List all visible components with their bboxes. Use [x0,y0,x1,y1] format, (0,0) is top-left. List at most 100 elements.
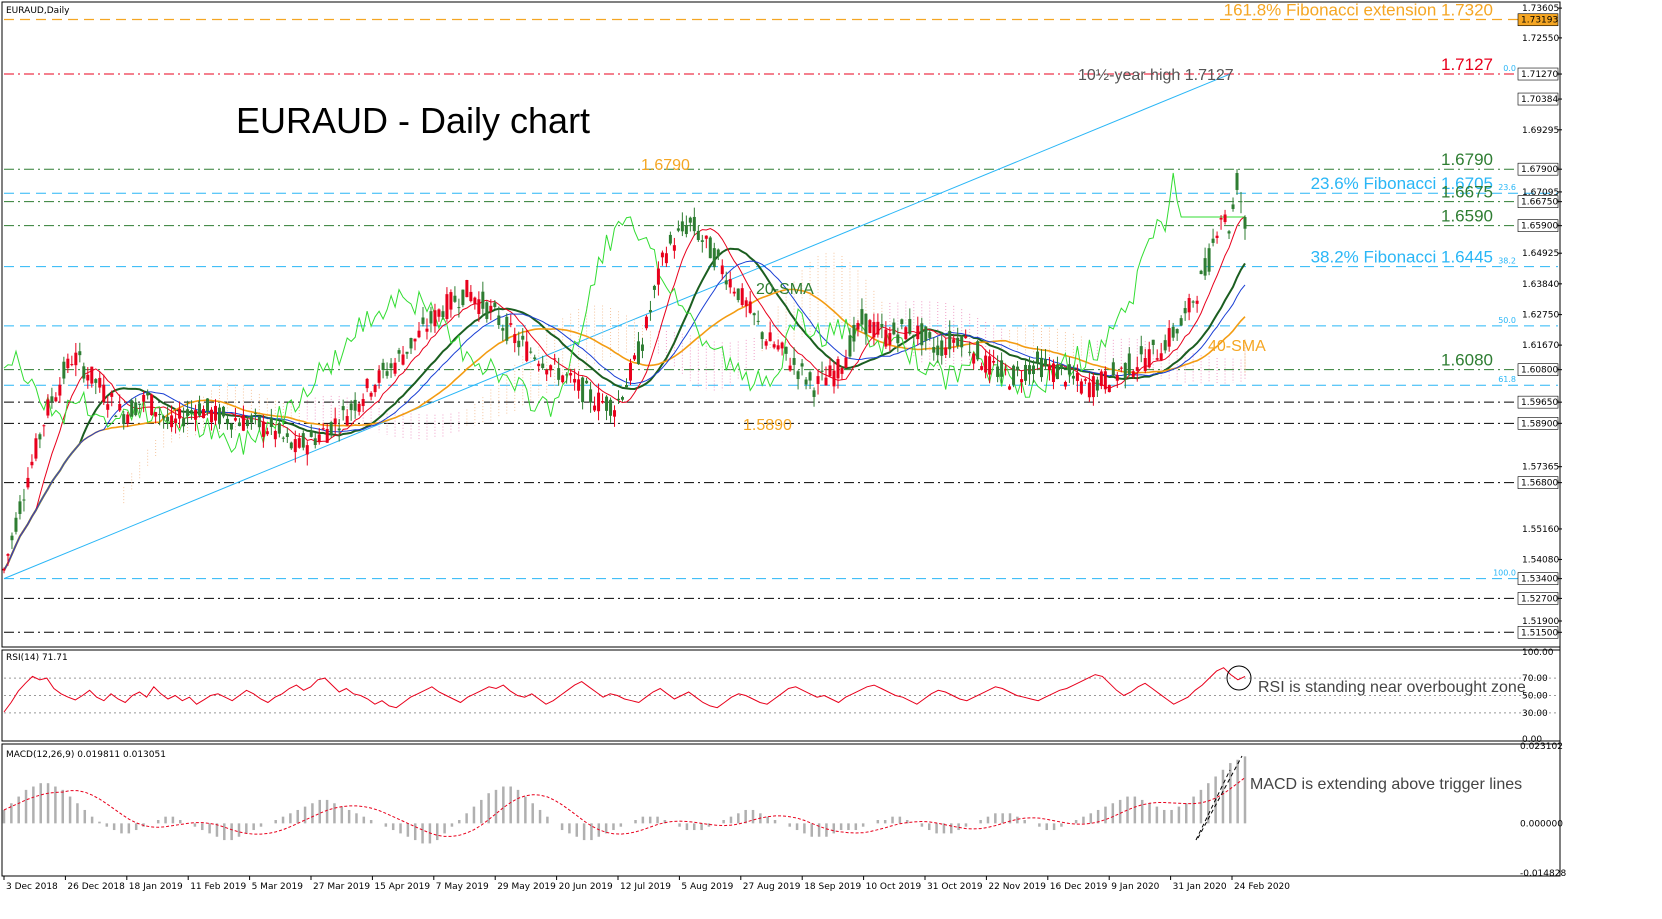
fib-ratio-label: 100.0 [1493,569,1516,578]
price-tag-label: 1.67900 [1521,165,1558,175]
sma20-line [3,247,1246,571]
price-tag-box [1517,219,1559,232]
candle-body [1143,357,1147,371]
candle-body [381,362,385,370]
candle-body [696,230,700,240]
candle-body [740,288,744,306]
candle-body [1107,385,1111,393]
candle-body [924,326,928,341]
candle-body [389,363,393,369]
candle-body [2,568,6,571]
price-tag-label: 1.51500 [1521,628,1558,638]
candle-body [74,352,78,366]
candle-body [198,403,202,416]
candle-body [10,535,14,541]
candle-body [892,322,896,335]
candle-body [1123,362,1127,379]
chikou-line [3,172,1245,455]
candle-body [6,554,10,556]
candle-body [233,418,237,421]
candle-body [932,346,936,353]
candle-body [1163,340,1167,351]
candle-body [1111,362,1115,376]
candle-body [357,403,361,412]
candle-body [142,394,146,402]
candle-body [585,380,589,384]
candle-body [62,361,66,379]
price-tag-box [1517,195,1559,208]
candle-body [561,375,565,383]
candle-body [764,341,768,346]
candle-body [856,322,860,330]
candle-body [772,344,776,348]
date-tick-label: 18 Sep 2019 [804,882,861,892]
candle-body [257,416,261,428]
level-label: 1.6080 [1441,351,1493,370]
date-tick-label: 24 Feb 2020 [1234,882,1290,892]
candle-body [90,366,94,384]
candle-body [1187,298,1191,313]
candle-body [1028,365,1032,375]
candle-body [1055,364,1059,380]
candle-body [50,396,54,402]
candle-body [1203,258,1207,276]
price-tags: 1.73193 1.71270 1.70384 1.67900 1.66750 1.659… [1517,13,1559,639]
candle-body [992,360,996,363]
macd-trend-line-upper [1197,755,1243,839]
candle-body [186,409,190,416]
candle-body [1219,217,1223,220]
candle-body [54,397,58,402]
candle-body [194,410,198,420]
candle-body [162,416,166,419]
price-tag-box [1517,476,1559,489]
main-panel-frame [1,1,1561,648]
candle-body [928,332,932,338]
year-high-annotation: 10½-year high 1.7127 [1078,67,1234,84]
candle-body [441,311,445,318]
candle-body [601,401,605,403]
price-tick-label: 1.54080 [1522,555,1559,565]
candle-body [417,330,421,338]
macd-signal-line [3,777,1246,837]
candle-body [652,285,656,290]
price-tick-label: 1.64925 [1522,249,1559,259]
candle-body [1059,364,1063,369]
candle-body [944,347,948,355]
candle-body [365,378,369,389]
candle-body [445,294,449,319]
candle-body [225,418,229,425]
price-tag-box [1517,162,1559,176]
candle-body [182,418,186,427]
price-tag-label: 1.53400 [1521,575,1558,585]
candle-body [708,237,712,259]
date-tick-label: 11 Feb 2019 [190,882,246,892]
candle-body [565,374,569,376]
candle-body [361,399,365,407]
price-tick-label: 1.72550 [1522,34,1559,44]
price-tag-box [1517,572,1559,585]
price-tick-label: 1.55160 [1522,525,1559,535]
date-tick-label: 29 May 2019 [497,882,556,892]
candle-body [624,384,628,388]
candle-body [349,403,353,411]
candle-body [956,337,960,347]
candle-body [744,300,748,307]
price-tag-label: 1.65900 [1521,222,1558,232]
candle-body [86,374,90,381]
candle-body [621,397,625,400]
candle-body [920,323,924,346]
candle-body [1036,351,1040,363]
candle-body [640,344,644,351]
candle-body [832,370,836,387]
candle-body [573,378,577,383]
fib-ratio-label: 0.0 [1503,64,1516,73]
price-tag-box [1517,363,1559,376]
candle-body [888,333,892,345]
candle-body [864,313,868,335]
candle-body [337,428,341,431]
candle-body [273,430,277,440]
price-candles [2,169,1247,574]
candle-body [541,363,545,368]
candle-body [828,365,832,377]
candle-body [664,253,668,264]
